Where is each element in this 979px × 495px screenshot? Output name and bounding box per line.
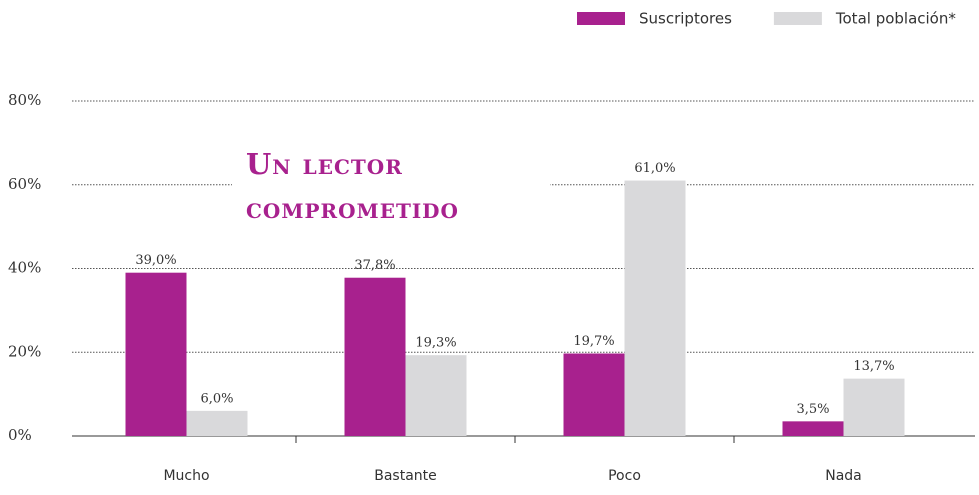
bar <box>782 421 844 436</box>
value-label: 61,0% <box>634 161 675 176</box>
legend-label: Total población* <box>835 10 956 28</box>
x-tick-label: Nada <box>825 468 862 484</box>
legend-swatch <box>577 12 625 25</box>
y-tick-label: 0% <box>8 426 32 444</box>
value-label: 19,7% <box>573 334 614 349</box>
legend-label: Suscriptores <box>639 10 732 28</box>
bar <box>344 277 406 436</box>
x-tick-label: Poco <box>608 468 641 484</box>
chart-title: Un lector comprometido <box>232 140 550 232</box>
y-tick-label: 80% <box>8 91 41 109</box>
bar <box>125 272 187 436</box>
value-label: 19,3% <box>415 336 456 351</box>
y-tick-label: 40% <box>8 259 41 277</box>
bar <box>405 355 467 436</box>
bar <box>563 353 625 436</box>
value-label: 37,8% <box>354 258 395 273</box>
value-label: 39,0% <box>135 253 176 268</box>
bar <box>843 378 905 436</box>
value-label: 6,0% <box>200 391 233 406</box>
bar <box>624 180 686 436</box>
legend-swatch <box>773 12 822 25</box>
y-tick-label: 20% <box>8 342 41 360</box>
value-label: 3,5% <box>796 402 829 417</box>
value-label: 13,7% <box>853 359 894 374</box>
bar <box>186 410 248 436</box>
x-tick-label: Bastante <box>374 468 437 484</box>
x-tick-label: Mucho <box>163 468 209 484</box>
y-tick-label: 60% <box>8 175 41 193</box>
